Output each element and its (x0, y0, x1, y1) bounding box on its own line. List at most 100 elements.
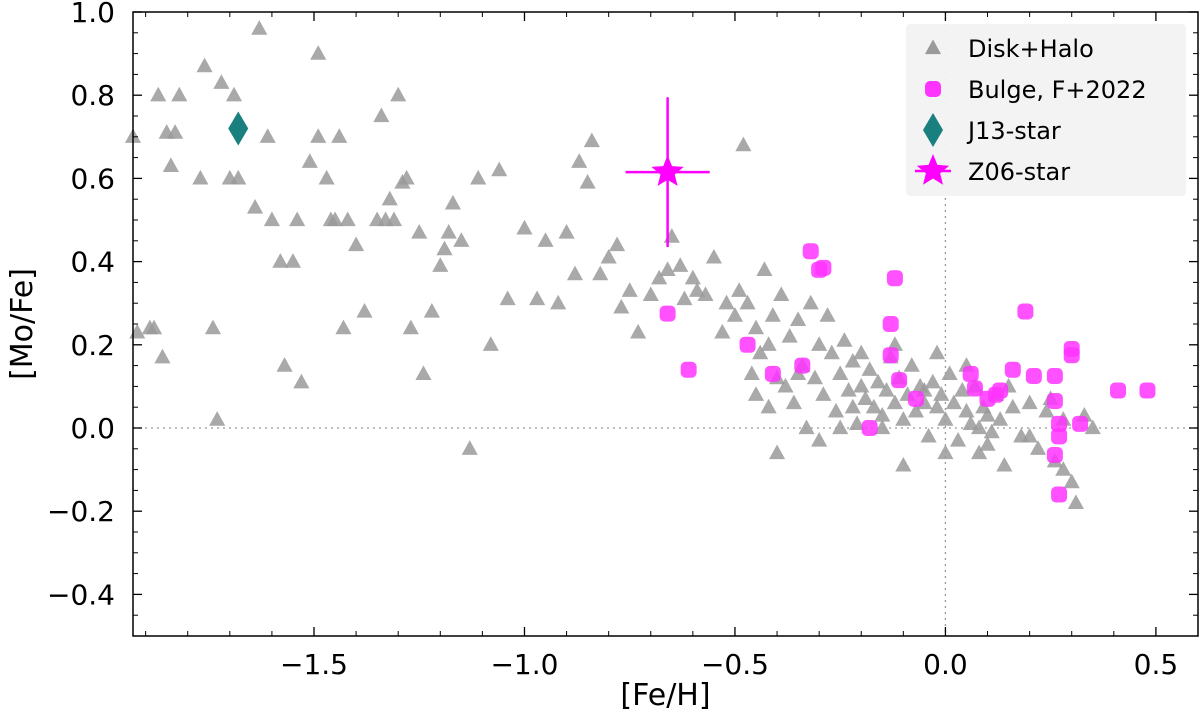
point-triangle (705, 248, 722, 264)
y-tick-label: −0.2 (47, 495, 115, 528)
point-triangle (613, 298, 630, 314)
point-triangle (436, 240, 453, 256)
point-triangle (819, 307, 836, 322)
point-triangle (735, 136, 752, 152)
point-triangle (225, 86, 243, 102)
point-triangle (979, 407, 996, 422)
point-triangle (326, 211, 344, 227)
legend-entry: Disk+Halo (924, 35, 1094, 63)
point-triangle (529, 290, 546, 306)
point-triangle (583, 132, 600, 148)
point-circle (802, 243, 819, 260)
legend-marker-diamond (923, 113, 943, 147)
point-triangle (688, 282, 706, 297)
point-triangle (331, 128, 348, 143)
point-triangle (263, 211, 280, 227)
point-triangle (1029, 440, 1047, 455)
point-triangle (600, 248, 617, 264)
point-triangle (579, 174, 596, 189)
point-triangle (566, 265, 584, 281)
point-triangle (802, 294, 819, 310)
point-triangle (453, 232, 470, 247)
point-triangle (204, 319, 222, 335)
point-circle (1051, 428, 1068, 445)
point-triangle (411, 223, 428, 239)
point-triangle (558, 223, 575, 239)
point-circle (1004, 361, 1021, 378)
point-triangle (390, 86, 407, 102)
series-star (625, 97, 710, 248)
point-triangle (284, 253, 302, 268)
point-triangle (259, 128, 276, 143)
point-triangle (945, 394, 962, 410)
point-triangle (747, 319, 765, 335)
point-triangle (621, 282, 638, 297)
point-triangle (979, 436, 996, 451)
point-triangle (827, 402, 845, 418)
point-triangle (402, 319, 419, 335)
x-axis-label: [Fe/H] (620, 678, 710, 713)
point-triangle (848, 415, 866, 430)
point-circle (1110, 382, 1127, 399)
point-triangle (247, 199, 264, 214)
point-triangle (192, 169, 209, 185)
point-circle (764, 365, 781, 382)
legend: Disk+Halo Bulge, F+2022 J13-star Z06-star (906, 24, 1186, 196)
point-triangle (718, 294, 735, 310)
point-circle (861, 420, 878, 436)
point-triangle (171, 86, 188, 102)
point-triangle (663, 228, 680, 243)
point-triangle (672, 257, 689, 272)
point-triangle (714, 323, 731, 339)
point-triangle (920, 427, 937, 443)
point-triangle (781, 327, 798, 343)
point-triangle (293, 373, 310, 389)
legend-label: Disk+Halo (968, 35, 1094, 63)
point-triangle (773, 286, 790, 301)
point-circle (1046, 392, 1063, 409)
point-triangle (739, 294, 756, 310)
point-triangle (937, 444, 954, 460)
point-circle (815, 259, 832, 276)
point-triangle (954, 382, 971, 397)
point-triangle (971, 419, 988, 435)
point-triangle (373, 107, 390, 123)
point-triangle (760, 336, 777, 351)
point-triangle (870, 373, 887, 389)
point-triangle (659, 261, 676, 277)
point-circle (891, 372, 908, 389)
point-triangle (1055, 461, 1072, 476)
point-triangle (167, 124, 184, 139)
point-triangle (154, 348, 171, 364)
point-circle (992, 382, 1009, 399)
point-triangle (196, 57, 213, 73)
point-triangle (853, 377, 870, 393)
point-triangle (928, 344, 946, 360)
point-triangle (1063, 473, 1080, 489)
point-triangle (1021, 394, 1038, 410)
point-triangle (886, 394, 903, 410)
point-triangle (385, 211, 403, 227)
point-triangle (339, 211, 356, 227)
point-triangle (907, 402, 925, 418)
point-triangle (398, 169, 415, 185)
y-tick-label: 1.0 (70, 0, 115, 29)
point-circle (1046, 368, 1063, 384)
point-triangle (874, 419, 891, 435)
point-circle (1017, 303, 1034, 320)
point-triangle (423, 303, 440, 318)
axis-ticks: −1.5 −1.0 −0.5 0.0 0.5 −0.4 −0.2 0.0 0.2 0.4 0.6 0.… (47, 0, 1199, 681)
point-circle (1051, 415, 1068, 432)
point-circle (1139, 382, 1156, 399)
point-triangle (289, 211, 306, 227)
point-triangle (815, 386, 832, 401)
x-tick-label: −1.5 (280, 648, 348, 681)
legend-label: Z06-star (968, 158, 1070, 186)
legend-box (906, 24, 1186, 196)
point-triangle (768, 444, 786, 460)
point-triangle (537, 232, 554, 247)
y-tick-label: 0.4 (70, 246, 115, 279)
point-triangle (857, 390, 874, 405)
point-triangle (1021, 427, 1038, 443)
y-tick-label: 0.8 (70, 79, 115, 112)
